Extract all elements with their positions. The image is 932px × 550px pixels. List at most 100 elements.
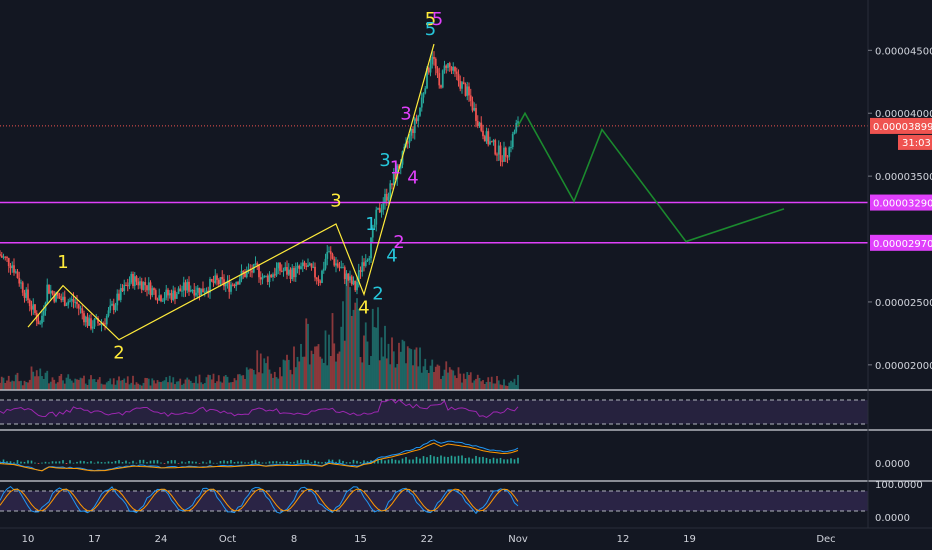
macd-histogram-bar bbox=[377, 459, 379, 464]
candle-body bbox=[496, 154, 498, 156]
candle-body bbox=[254, 263, 257, 265]
volume-bar bbox=[200, 382, 203, 390]
volume-bar bbox=[219, 381, 222, 390]
candle-body bbox=[434, 58, 437, 69]
candle-body bbox=[121, 288, 124, 292]
volume-bar bbox=[457, 367, 460, 390]
volume-bar bbox=[244, 379, 246, 390]
candle-body bbox=[69, 300, 71, 302]
candle-body bbox=[289, 269, 292, 280]
macd-histogram-bar bbox=[51, 461, 54, 464]
candle-body bbox=[7, 258, 10, 267]
volume-bar bbox=[335, 361, 337, 390]
volume-bar bbox=[270, 373, 273, 390]
candle-body bbox=[0, 255, 3, 258]
macd-histogram-bar bbox=[261, 462, 264, 464]
time-axis[interactable]: 10 17 24 Oct 8 15 22 Nov 12 19 Dec bbox=[0, 527, 932, 545]
volume-bar bbox=[492, 383, 495, 390]
volume-bar bbox=[252, 369, 255, 390]
macd-histogram-bar bbox=[226, 461, 229, 464]
volume-bar bbox=[275, 377, 278, 390]
macd-histogram-bar bbox=[254, 459, 257, 464]
volume-bar bbox=[144, 377, 147, 390]
macd-histogram-bar bbox=[268, 461, 271, 464]
candle-body bbox=[510, 147, 512, 149]
candle-body bbox=[214, 275, 217, 283]
macd-histogram-bar bbox=[317, 461, 320, 464]
candle-body bbox=[441, 70, 444, 88]
volume-bar bbox=[63, 383, 66, 390]
macd-pane[interactable] bbox=[0, 439, 519, 472]
candle-body bbox=[42, 310, 45, 316]
volume-bar bbox=[375, 327, 378, 390]
candlestick-series[interactable] bbox=[0, 50, 519, 333]
macd-histogram-bar bbox=[146, 462, 148, 464]
macd-histogram-bar bbox=[405, 457, 407, 464]
price-axis[interactable]: 0.00003290 0.00002970 0.00004500 0.00004000… bbox=[867, 0, 932, 528]
macd-histogram-bar bbox=[107, 461, 110, 464]
candle-body bbox=[476, 121, 479, 127]
macd-histogram-bar bbox=[457, 455, 460, 464]
macd-histogram-bar bbox=[65, 463, 68, 464]
volume-bar bbox=[340, 326, 343, 390]
volume-bar bbox=[146, 378, 148, 390]
volume-bar bbox=[298, 361, 301, 390]
candle-body bbox=[216, 275, 218, 280]
volume-bar bbox=[51, 377, 54, 390]
candle-body bbox=[251, 270, 253, 273]
volume-bar bbox=[156, 380, 159, 390]
macd-histogram-bar bbox=[475, 455, 477, 464]
volume-bar bbox=[391, 337, 393, 390]
candle-body bbox=[235, 282, 238, 287]
volume-bar bbox=[205, 377, 208, 390]
volume-bar bbox=[440, 378, 442, 390]
candle-body bbox=[350, 276, 353, 285]
candle-body bbox=[188, 281, 190, 292]
macd-histogram-bar bbox=[373, 461, 376, 464]
candle-body bbox=[16, 271, 19, 279]
candle-body bbox=[84, 316, 87, 323]
candle-body bbox=[167, 289, 169, 296]
macd-histogram-bar bbox=[86, 462, 89, 464]
volume-bar bbox=[268, 369, 271, 390]
candle-body bbox=[328, 251, 330, 253]
candle-body bbox=[364, 260, 367, 266]
macd-histogram-bar bbox=[83, 461, 85, 464]
volume-bar bbox=[238, 374, 241, 390]
volume-bar bbox=[405, 363, 407, 390]
macd-histogram-bar bbox=[464, 458, 467, 464]
volume-bar bbox=[147, 378, 150, 390]
rsi-pane[interactable] bbox=[0, 398, 868, 425]
macd-histogram-bar bbox=[34, 462, 36, 464]
candle-body bbox=[378, 207, 381, 213]
volume-bar bbox=[263, 358, 266, 390]
candle-body bbox=[422, 93, 425, 98]
volume-bar bbox=[422, 366, 425, 390]
volume-bar bbox=[0, 382, 1, 390]
volume-bar bbox=[352, 309, 355, 390]
volume-bar bbox=[86, 384, 89, 390]
macd-histogram-bar bbox=[506, 459, 509, 464]
candle-body bbox=[275, 268, 278, 276]
candle-body bbox=[109, 305, 112, 311]
volume-bar bbox=[389, 364, 392, 390]
volume-bar bbox=[49, 381, 52, 390]
projection-path[interactable] bbox=[517, 111, 785, 243]
candle-body bbox=[396, 165, 399, 180]
macd-histogram-bar bbox=[163, 463, 166, 464]
candle-body bbox=[231, 284, 234, 286]
macd-histogram-bar bbox=[485, 457, 488, 464]
candle-body bbox=[352, 280, 355, 285]
candle-body bbox=[361, 262, 364, 272]
macd-histogram-bar bbox=[422, 456, 425, 464]
stoch-pane[interactable] bbox=[0, 485, 868, 515]
volume-bar bbox=[445, 361, 448, 390]
volume-bar bbox=[356, 298, 358, 390]
elliott-wave-line[interactable] bbox=[27, 43, 435, 341]
wave-label: 5 bbox=[425, 9, 436, 30]
candle-body bbox=[27, 289, 29, 301]
candle-body bbox=[2, 256, 5, 258]
candle-body bbox=[196, 287, 199, 293]
